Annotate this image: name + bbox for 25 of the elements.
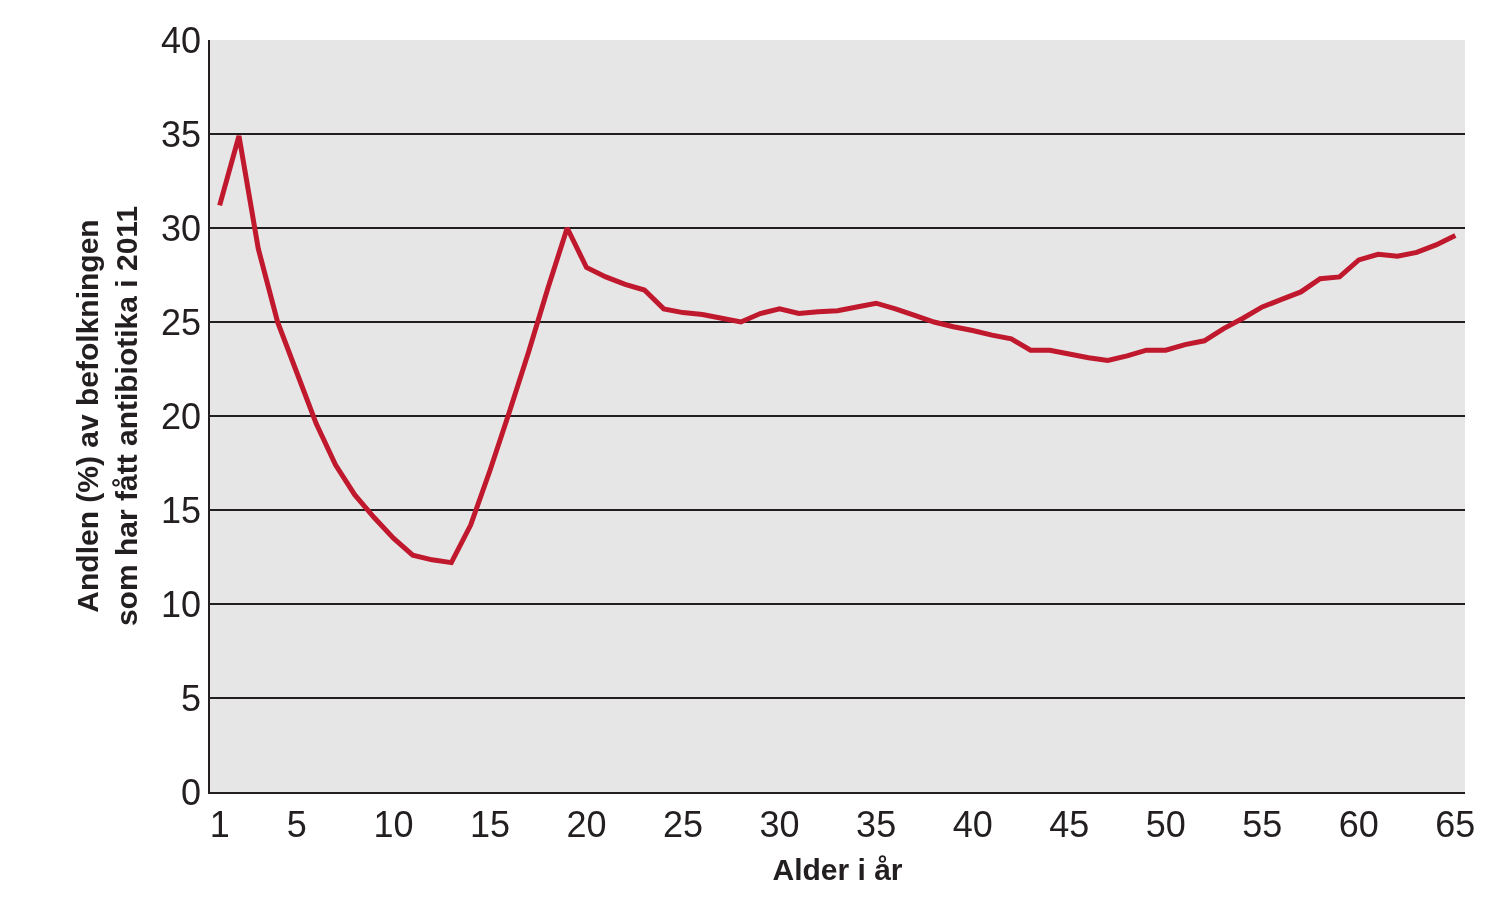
y-tick-label: 20 xyxy=(161,395,202,437)
x-tick-label: 5 xyxy=(286,803,307,845)
y-tick-label: 35 xyxy=(161,113,202,155)
x-tick-label: 45 xyxy=(1049,803,1090,845)
y-tick-label: 30 xyxy=(161,207,202,249)
x-tick-label: 20 xyxy=(566,803,607,845)
y-tick-label: 40 xyxy=(161,19,202,61)
y-tick-label: 0 xyxy=(181,771,202,813)
x-tick-label: 15 xyxy=(469,803,510,845)
y-tick-label: 10 xyxy=(161,583,202,625)
x-tick-label: 60 xyxy=(1338,803,1379,845)
x-tick-label: 35 xyxy=(856,803,897,845)
x-tick-label: 25 xyxy=(663,803,704,845)
y-tick-label: 25 xyxy=(161,301,202,343)
y-tick-label: 5 xyxy=(181,677,202,719)
x-tick-label: 55 xyxy=(1242,803,1283,845)
y-tick-label: 15 xyxy=(161,489,202,531)
x-tick-label: 40 xyxy=(952,803,993,845)
x-axis-title: Alder i år xyxy=(772,852,903,886)
x-tick-label: 30 xyxy=(759,803,800,845)
y-axis-title: Andlen (%) av befolkningen som har fått antibiotika i 2011 xyxy=(70,205,143,627)
x-tick-label: 10 xyxy=(373,803,414,845)
x-tick-label: 65 xyxy=(1435,803,1476,845)
x-tick-label: 50 xyxy=(1145,803,1186,845)
x-tick-label: 1 xyxy=(209,803,230,845)
